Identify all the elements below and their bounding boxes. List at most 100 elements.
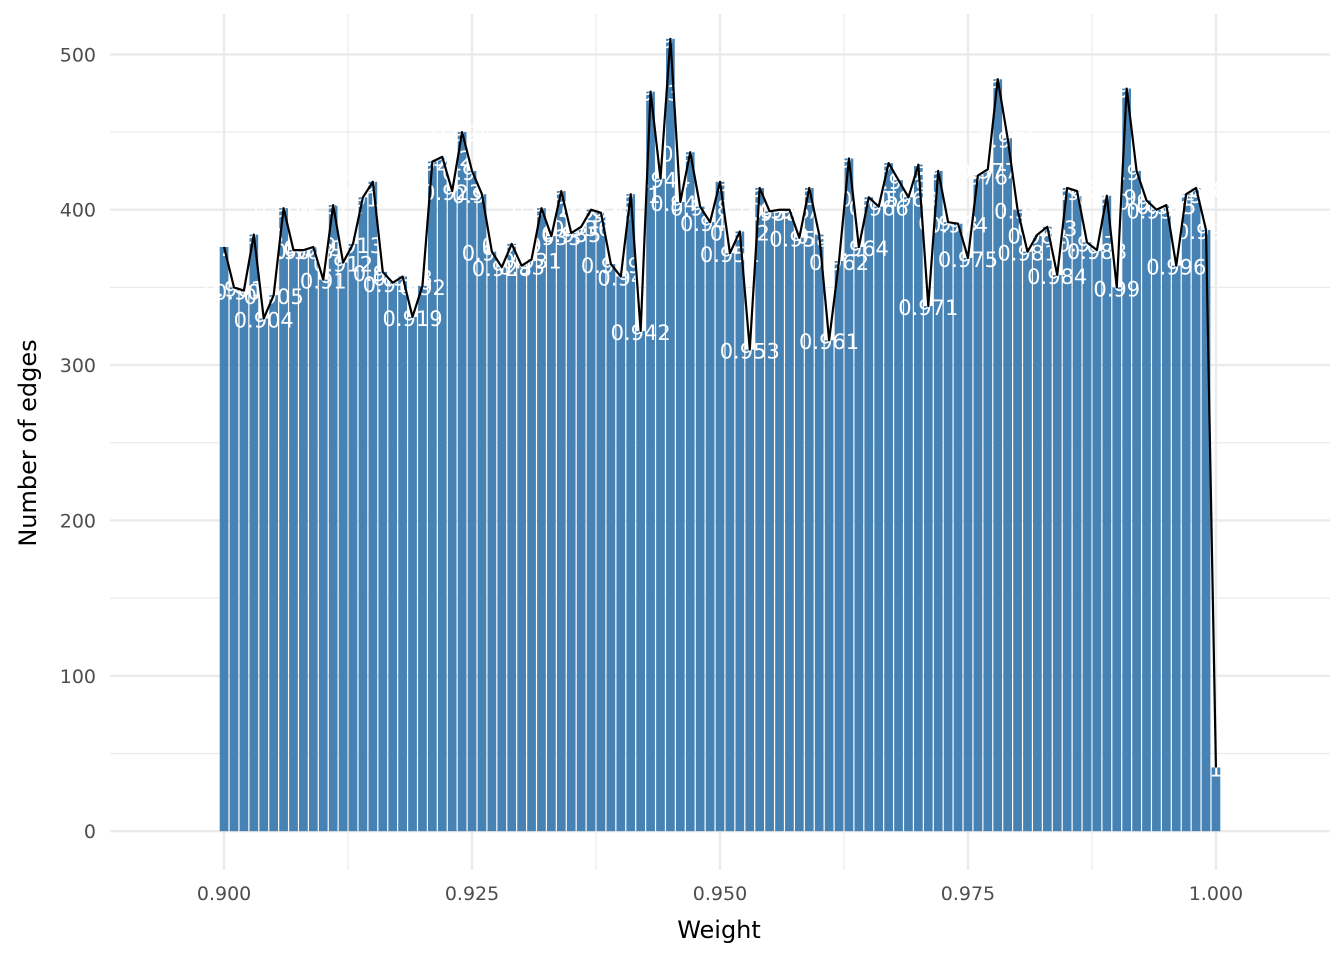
data-label: 0.936 (551, 217, 611, 241)
bar (785, 209, 794, 832)
bar (358, 197, 368, 832)
bar (636, 330, 646, 832)
bar (586, 209, 596, 832)
data-label: 0.907 (263, 240, 323, 264)
bar (953, 223, 963, 832)
bar (467, 170, 477, 832)
bar (933, 170, 943, 832)
bar (457, 132, 467, 832)
bar (566, 233, 576, 832)
bar (834, 261, 844, 832)
bar (1033, 234, 1042, 832)
bar (963, 257, 973, 832)
bar (1161, 205, 1171, 832)
data-label: 0.931 (501, 249, 561, 273)
bar (646, 91, 655, 832)
bar (695, 206, 705, 832)
bar (824, 340, 834, 832)
bar (596, 212, 606, 832)
bar (398, 276, 407, 832)
x-axis-title: Weight (677, 916, 761, 944)
bar (725, 253, 735, 832)
data-label: 0.994 (1126, 200, 1186, 224)
bar (656, 178, 665, 832)
bar (1003, 138, 1013, 832)
bar (1013, 209, 1022, 832)
bar (388, 282, 398, 832)
bar (1171, 265, 1181, 832)
bar (794, 237, 804, 832)
bar (1023, 251, 1032, 832)
bar (497, 267, 507, 832)
data-label: 0.981 (997, 242, 1057, 266)
x-tick-label: 1.000 (1189, 883, 1243, 905)
bar (914, 164, 923, 832)
bar (299, 250, 308, 832)
bar (447, 191, 457, 832)
data-label: 0.901 (204, 277, 264, 301)
bar (1072, 191, 1082, 832)
bar (894, 180, 903, 832)
bars (219, 38, 1221, 832)
trend-line (223, 37, 1218, 768)
bar (1201, 229, 1211, 832)
data-label: 0.966 (849, 197, 909, 221)
bar (1152, 209, 1161, 832)
bar (844, 158, 854, 832)
bar (378, 271, 388, 832)
bar (1191, 187, 1201, 832)
bar (1142, 200, 1151, 832)
bar (259, 318, 269, 832)
data-label: 0.928 (472, 257, 532, 281)
bar (1082, 242, 1092, 832)
bar (814, 234, 824, 832)
bar (715, 181, 725, 832)
bar (666, 38, 675, 832)
bar (487, 251, 497, 832)
bar (735, 231, 745, 832)
bar (1052, 274, 1062, 832)
bar (1211, 767, 1221, 832)
bar (219, 247, 229, 832)
bar (616, 276, 626, 832)
y-tick-label: 100 (60, 666, 96, 688)
bar (864, 197, 874, 832)
bar (745, 349, 755, 832)
data-label: 0.973 (918, 212, 978, 236)
bar (606, 264, 616, 832)
bar (427, 161, 437, 832)
bar (983, 169, 993, 832)
bar (279, 208, 288, 832)
y-tick-label: 400 (60, 200, 96, 222)
bar (1102, 195, 1112, 832)
bar (328, 205, 338, 832)
bar (804, 187, 814, 832)
bar (923, 306, 933, 832)
x-tick-label: 0.950 (693, 883, 747, 905)
x-axis-ticks: 0.900 0.925 0.950 0.975 1.000 (197, 883, 1243, 905)
y-tick-label: 200 (60, 510, 96, 532)
bar (408, 316, 417, 832)
bar (993, 79, 1003, 832)
bar (437, 156, 447, 832)
bar (626, 194, 636, 832)
y-axis-title: Number of edges (14, 339, 42, 546)
data-label: 0.919 (382, 307, 442, 331)
x-tick-label: 0.900 (197, 883, 251, 905)
x-tick-label: 0.925 (445, 883, 499, 905)
bar (249, 234, 259, 832)
y-tick-label: 500 (60, 44, 96, 66)
bar (289, 250, 298, 832)
bar (338, 262, 348, 832)
bar (675, 201, 685, 832)
bar (1112, 287, 1122, 832)
x-tick-label: 0.975 (941, 883, 995, 905)
bar (239, 290, 249, 832)
bar (547, 236, 556, 832)
bar (576, 226, 586, 832)
bar (556, 191, 566, 832)
bar (1132, 170, 1141, 832)
bar (874, 206, 884, 832)
data-label: 0.939 (581, 254, 641, 278)
